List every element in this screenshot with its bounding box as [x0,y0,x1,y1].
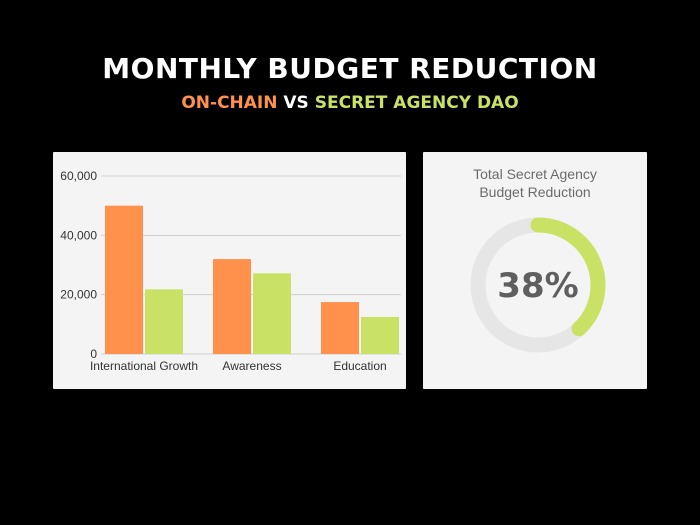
page-title: MONTHLY BUDGET REDUCTION [102,52,598,85]
bar-on-chain-0 [105,205,143,354]
donut-chart: 38% [470,217,606,353]
bar-on-chain-2 [321,302,359,354]
x-category-label: Education [333,359,386,373]
subtitle-on-chain: ON-CHAIN [181,93,278,113]
subtitle-vs: VS [277,93,315,113]
x-category-label: International Growth [90,359,198,373]
bar-on-chain-1 [213,259,251,354]
donut-value-label: 38% [497,266,578,306]
bar-chart: 0 20,000 40,000 60,000 International Growth A… [60,169,401,373]
y-tick-label: 40,000 [60,228,97,242]
y-tick-label: 0 [90,347,97,361]
x-category-label: Awareness [222,359,281,373]
donut-title-line-1: Total Secret Agency [473,166,597,182]
bar-secret-agency-0 [145,289,183,354]
subtitle-secret-agency: SECRET AGENCY DAO [314,93,519,113]
y-tick-label: 20,000 [60,288,97,302]
y-tick-label: 60,000 [60,169,97,183]
page-subtitle: ON-CHAIN VS SECRET AGENCY DAO [0,93,700,113]
bar-chart-panel: 0 20,000 40,000 60,000 International Growth A… [53,152,406,389]
donut-value-arc [530,217,606,337]
bar-secret-agency-2 [361,316,399,354]
bar-secret-agency-1 [253,273,291,354]
donut-chart-panel: Total Secret Agency Budget Reduction 38% [423,152,647,389]
donut-title-line-2: Budget Reduction [479,184,591,200]
